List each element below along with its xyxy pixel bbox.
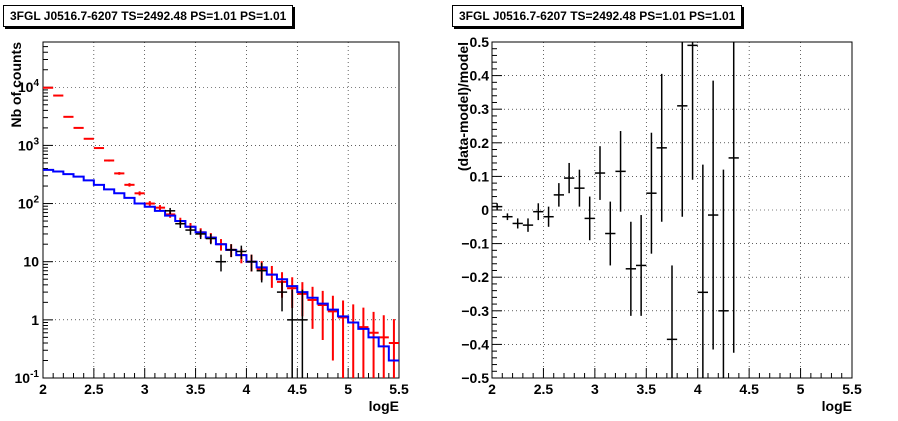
y-tick-label: 104 xyxy=(18,78,40,95)
right-chart-title: 3FGL J0516.7-6207 TS=2492.48 PS=1.01 PS=… xyxy=(452,5,743,27)
left-chart-title: 3FGL J0516.7-6207 TS=2492.48 PS=1.01 PS=… xyxy=(3,5,294,27)
y-tick-label: −0.5 xyxy=(461,370,489,386)
y-tick-label: −0.3 xyxy=(461,303,489,319)
x-tick-label: 5.5 xyxy=(389,381,409,397)
y-tick-label: 0.5 xyxy=(470,34,490,50)
x-tick-label: 3.5 xyxy=(637,381,657,397)
y-tick-label: 0 xyxy=(481,202,489,218)
x-tick-label: 2.5 xyxy=(534,381,554,397)
y-axis-label: (data-model)/model xyxy=(455,42,471,171)
x-tick-label: 5 xyxy=(344,381,352,397)
x-tick-label: 4 xyxy=(243,381,251,397)
y-tick-label: 10-1 xyxy=(15,369,40,386)
y-tick-label: 102 xyxy=(18,195,40,212)
x-tick-label: 3.5 xyxy=(186,381,206,397)
y-tick-label: 0.2 xyxy=(470,135,490,151)
x-tick-label: 4.5 xyxy=(288,381,308,397)
y-tick-label: 0.3 xyxy=(470,101,490,117)
y-tick-label: 103 xyxy=(18,136,40,153)
y-tick-label: 10 xyxy=(23,254,39,270)
x-tick-label: 3 xyxy=(141,381,149,397)
y-tick-label: 0.1 xyxy=(470,168,490,184)
y-tick-label: −0.2 xyxy=(461,269,489,285)
y-tick-label: 1 xyxy=(31,312,39,328)
x-axis-label: logE xyxy=(822,398,852,414)
counts-panel: 2 2.5 3 3.5 4 4.5 5 5.5 10-1 1 10 102 103 104 logE Nb o… xyxy=(8,41,409,414)
x-axis-label: logE xyxy=(369,398,399,414)
x-tick-label: 2 xyxy=(488,381,496,397)
y-tick-label: −0.1 xyxy=(461,236,489,252)
x-tick-label: 2 xyxy=(39,381,47,397)
x-tick-label: 3 xyxy=(591,381,599,397)
y-tick-label: 0.4 xyxy=(470,68,490,84)
x-tick-label: 2.5 xyxy=(84,381,104,397)
plot-frame xyxy=(42,41,400,379)
x-tick-label: 5 xyxy=(797,381,805,397)
y-axis-label: Nb of counts xyxy=(8,42,24,128)
residuals-panel: 2 2.5 3 3.5 4 4.5 5 5.5 −0.5 −0.4 −0.3 −0.2 −0.1 0 0.1… xyxy=(455,34,862,414)
x-tick-label: 4 xyxy=(694,381,702,397)
model-step-line xyxy=(43,168,399,362)
y-tick-label: −0.4 xyxy=(461,336,489,352)
x-tick-label: 5.5 xyxy=(842,381,862,397)
x-tick-label: 4.5 xyxy=(739,381,759,397)
